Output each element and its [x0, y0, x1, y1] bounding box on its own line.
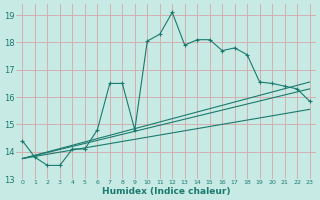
X-axis label: Humidex (Indice chaleur): Humidex (Indice chaleur): [102, 187, 230, 196]
